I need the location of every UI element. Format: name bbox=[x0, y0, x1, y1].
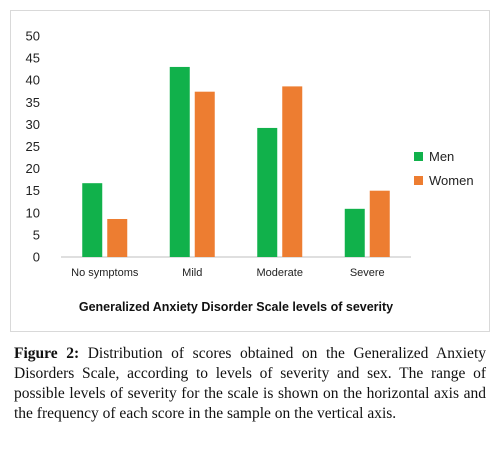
x-category-label: Severe bbox=[350, 267, 385, 279]
y-tick-label: 10 bbox=[26, 205, 40, 220]
y-tick-label: 30 bbox=[26, 117, 40, 132]
x-axis-title: Generalized Anxiety Disorder Scale level… bbox=[79, 300, 393, 314]
x-category-label: Moderate bbox=[257, 267, 303, 279]
y-tick-label: 0 bbox=[33, 250, 40, 265]
y-tick-label: 5 bbox=[33, 227, 40, 242]
figure-caption: Figure 2: Distribution of scores obtaine… bbox=[14, 344, 486, 424]
x-category-label: No symptoms bbox=[71, 267, 139, 279]
bar-women-moderate bbox=[282, 86, 303, 257]
bar-women-severe bbox=[369, 190, 390, 257]
caption-text: Distribution of scores obtained on the G… bbox=[14, 345, 486, 422]
legend-swatch-women bbox=[414, 176, 423, 185]
y-tick-label: 20 bbox=[26, 161, 40, 176]
y-tick-label: 25 bbox=[26, 139, 40, 154]
y-tick-label: 35 bbox=[26, 95, 40, 110]
y-tick-label: 15 bbox=[26, 183, 40, 198]
y-axis-ticks: 0 5 10 15 20 25 30 35 40 45 50 bbox=[26, 29, 40, 265]
bar-men-severe bbox=[344, 208, 365, 257]
legend: Men Women bbox=[414, 149, 474, 188]
legend-label-women: Women bbox=[429, 173, 474, 188]
chart-frame: 0 5 10 15 20 25 30 35 40 45 50 No symptoms Mild Mode… bbox=[10, 10, 490, 332]
y-tick-label: 40 bbox=[26, 73, 40, 88]
bar-men-mild bbox=[169, 66, 190, 257]
caption-label: Figure 2: bbox=[14, 345, 80, 362]
x-axis-categories: No symptoms Mild Moderate Severe bbox=[71, 267, 385, 279]
bar-women-mild bbox=[194, 91, 215, 257]
bar-men-moderate bbox=[257, 127, 278, 257]
bar-men-no-symptoms bbox=[82, 183, 103, 257]
y-tick-label: 45 bbox=[26, 51, 40, 66]
bar-women-no-symptoms bbox=[107, 218, 128, 257]
legend-label-men: Men bbox=[429, 149, 454, 164]
bar-chart: 0 5 10 15 20 25 30 35 40 45 50 No symptoms Mild Mode… bbox=[26, 29, 474, 315]
bars-group bbox=[82, 66, 390, 257]
legend-swatch-men bbox=[414, 152, 423, 161]
x-category-label: Mild bbox=[182, 267, 202, 279]
y-tick-label: 50 bbox=[26, 29, 40, 44]
